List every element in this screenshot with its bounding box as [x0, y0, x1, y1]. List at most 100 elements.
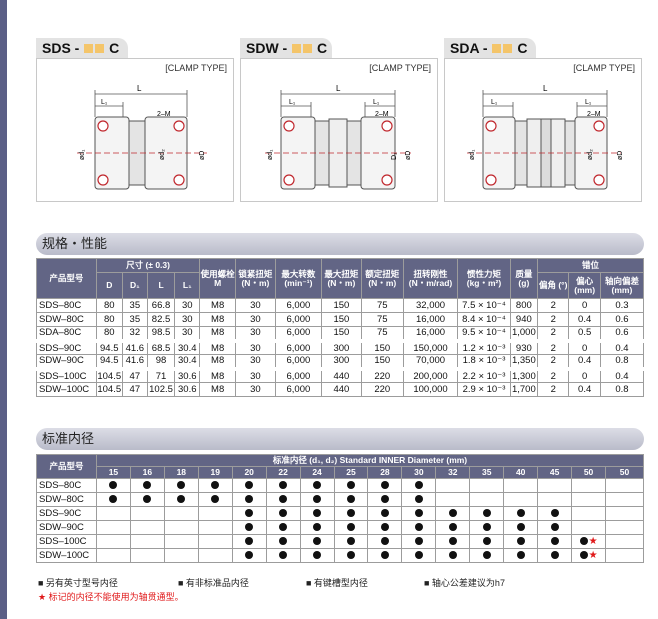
star-icon: ★ — [588, 549, 598, 561]
available-dot-icon — [347, 509, 355, 518]
bore-cell — [401, 534, 437, 549]
model-cell: SDS–100C — [36, 366, 97, 383]
diagram-box: [CLAMP TYPE] L L₁ 2–M ød₁ ød₂ øD — [36, 58, 234, 202]
spec-cell: M8 — [199, 312, 236, 327]
bore-cell — [503, 506, 539, 521]
bore-cell — [503, 492, 539, 507]
bore-cell — [401, 548, 437, 563]
spec-cell: 30.6 — [174, 366, 201, 383]
available-dot-icon — [414, 495, 423, 504]
available-dot-icon — [347, 481, 355, 490]
dim-d1: ød₁ — [469, 149, 476, 160]
bore-size-header: 15 — [95, 466, 131, 479]
bore-size-row: 15 16 18 19 20 22 24 25 28 30 32 35 40 45 50 50 — [37, 466, 644, 479]
spec-cell: 200,000 — [402, 366, 459, 383]
spec-cell: 220 — [360, 366, 404, 383]
bore-cell — [435, 492, 471, 507]
available-dot-icon — [143, 481, 152, 490]
bore-cell — [435, 534, 471, 549]
available-dot-icon — [313, 495, 322, 504]
spec-cell: 0.4 — [568, 312, 601, 327]
spec-cell: 104.5 — [95, 366, 123, 383]
spec-cell: 940 — [509, 312, 538, 327]
spec-cell: 30 — [234, 366, 276, 383]
diagram-sda: SDA - C [CLAMP TYPE] L L₁ L₁ 2–M — [444, 38, 642, 202]
spec-cell: 1.2 × 10⁻³ — [457, 338, 511, 355]
placeholder-square-icon — [84, 44, 94, 53]
spec-cell: 30 — [234, 338, 276, 355]
placeholder-square-icon — [492, 44, 502, 53]
bore-cell — [333, 520, 369, 535]
bore-cell — [401, 492, 437, 507]
available-dot-icon — [414, 523, 423, 532]
spec-cell: 300 — [320, 354, 362, 369]
bore-cell — [401, 520, 437, 535]
bore-section-header: 标准内径 — [36, 428, 644, 450]
bore-cell — [605, 548, 644, 563]
spec-cell: 2 — [536, 354, 570, 369]
spec-cell: 1,350 — [509, 354, 538, 369]
spec-cell: 2 — [536, 326, 570, 341]
bore-cell — [503, 478, 539, 493]
bore-cell — [469, 478, 505, 493]
spec-table-body: SDS–80C 80 35 66.8 30 M8 30 6,000 150 75 32,000 7.5… — [36, 298, 645, 397]
bore-row: SDS–80C — [36, 478, 644, 493]
dim-L: L — [543, 84, 548, 93]
model-cell: SDW–80C — [36, 492, 97, 507]
available-dot-icon — [313, 481, 322, 490]
dim-D: øD — [405, 151, 412, 160]
spec-cell: M8 — [199, 326, 236, 341]
spec-cell: 6,000 — [274, 354, 322, 369]
spec-cell: 30 — [234, 298, 276, 313]
available-dot-icon — [414, 551, 423, 560]
spec-cell: 930 — [509, 338, 538, 355]
spec-cell: M8 — [199, 354, 236, 369]
bore-cell — [367, 548, 403, 563]
bore-cell — [299, 492, 335, 507]
spec-cell: 2 — [536, 312, 570, 327]
available-dot-icon — [279, 537, 288, 546]
bore-size-header: 35 — [469, 466, 505, 479]
available-dot-icon — [313, 509, 322, 518]
dim-D: øD — [617, 151, 624, 160]
col-L1: L₁ — [174, 272, 201, 299]
model-cell: SDS–90C — [36, 338, 97, 355]
spec-cell: 2 — [536, 298, 570, 313]
available-dot-icon — [143, 495, 152, 504]
col-mass: 质量 (g) — [509, 258, 538, 299]
bore-cell — [333, 492, 369, 507]
spec-cell: 440 — [320, 382, 362, 397]
spec-cell: 0.4 — [568, 382, 601, 397]
spec-cell: 47 — [121, 382, 148, 397]
spec-cell: 35 — [121, 312, 148, 327]
bore-cell — [163, 548, 199, 563]
model-cell: SDS–80C — [36, 478, 97, 493]
bore-size-header: 32 — [435, 466, 471, 479]
spec-cell: 0.6 — [599, 326, 645, 341]
spec-cell: 47 — [121, 366, 148, 383]
model-cell: SDW–90C — [36, 354, 97, 369]
bore-cell — [163, 478, 199, 493]
coupling-drawing: L L₁ L₁ 2–M ød₁ ød₂ øD — [467, 84, 624, 190]
spec-cell: 98.5 — [146, 326, 176, 341]
bore-cell — [503, 520, 539, 535]
bore-cell — [435, 520, 471, 535]
bore-cell — [299, 478, 335, 493]
available-dot-icon — [245, 523, 254, 532]
model-cell: SDA–80C — [36, 326, 97, 341]
spec-cell: 70,000 — [402, 354, 459, 369]
bore-size-header: 22 — [265, 466, 301, 479]
spec-cell: 75 — [360, 326, 404, 341]
available-dot-icon — [347, 537, 355, 546]
bore-row: SDW–90C — [36, 520, 644, 535]
spec-cell: 150,000 — [402, 338, 459, 355]
available-dot-icon — [482, 537, 491, 546]
spec-cell: M8 — [199, 382, 236, 397]
available-dot-icon — [550, 551, 559, 560]
placeholder-square-icon — [303, 44, 313, 53]
bore-cell — [537, 534, 573, 549]
available-dot-icon — [313, 523, 322, 532]
placeholder-square-icon — [95, 44, 105, 53]
dim-D: øD — [199, 151, 206, 160]
spec-cell: 30 — [234, 382, 276, 397]
